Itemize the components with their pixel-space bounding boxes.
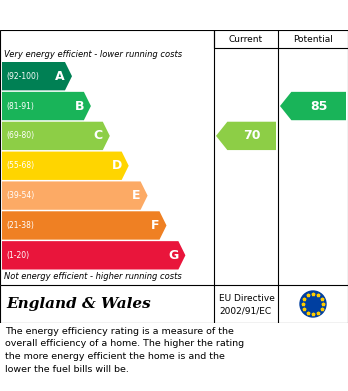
Text: (21-38): (21-38) (6, 221, 34, 230)
Text: G: G (168, 249, 179, 262)
Polygon shape (2, 152, 129, 180)
Text: 2002/91/EC: 2002/91/EC (219, 306, 271, 315)
Text: A: A (55, 70, 65, 83)
Text: 70: 70 (243, 129, 260, 142)
Text: D: D (111, 159, 122, 172)
Text: (1-20): (1-20) (6, 251, 29, 260)
Bar (214, 30, 348, 48)
Text: England & Wales: England & Wales (6, 297, 151, 311)
Text: (69-80): (69-80) (6, 131, 34, 140)
Text: (55-68): (55-68) (6, 161, 34, 170)
Text: Very energy efficient - lower running costs: Very energy efficient - lower running co… (4, 50, 182, 59)
Polygon shape (2, 181, 148, 210)
Text: (39-54): (39-54) (6, 191, 34, 200)
Text: (81-91): (81-91) (6, 102, 34, 111)
Text: Potential: Potential (293, 34, 333, 43)
Polygon shape (2, 122, 110, 150)
Text: B: B (74, 100, 84, 113)
Text: (92-100): (92-100) (6, 72, 39, 81)
Text: E: E (132, 189, 141, 202)
Text: The energy efficiency rating is a measure of the
overall efficiency of a home. T: The energy efficiency rating is a measur… (5, 327, 244, 373)
Text: Not energy efficient - higher running costs: Not energy efficient - higher running co… (4, 272, 182, 281)
Text: Energy Efficiency Rating: Energy Efficiency Rating (6, 8, 197, 22)
Text: C: C (94, 129, 103, 142)
Text: F: F (151, 219, 159, 232)
Polygon shape (2, 92, 91, 120)
Polygon shape (216, 122, 276, 150)
Text: EU Directive: EU Directive (219, 294, 275, 303)
Text: Current: Current (229, 34, 263, 43)
Text: 85: 85 (310, 100, 327, 113)
Polygon shape (2, 211, 166, 240)
Polygon shape (2, 62, 72, 90)
Circle shape (300, 291, 326, 317)
Polygon shape (280, 92, 346, 120)
Polygon shape (2, 241, 185, 269)
